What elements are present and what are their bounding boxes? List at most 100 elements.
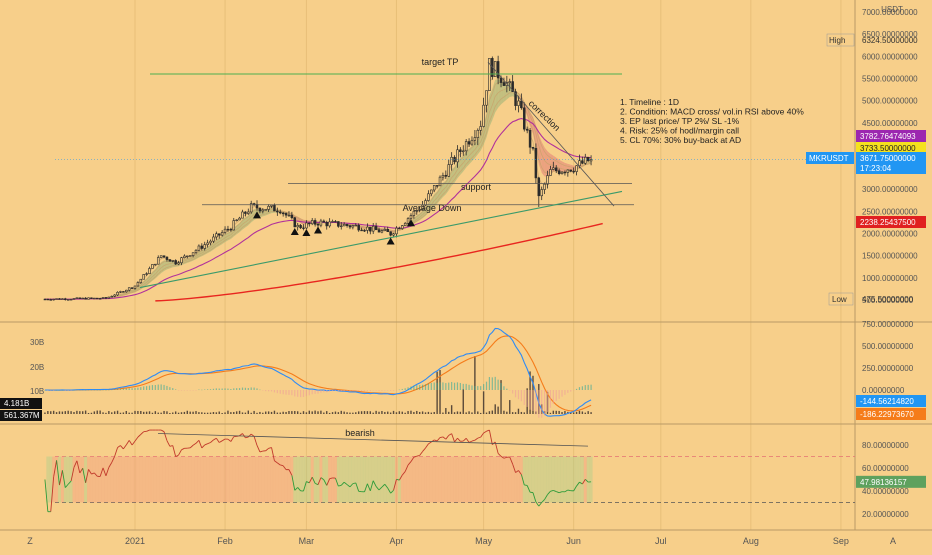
candle-18: [96, 298, 98, 299]
auto-scale-button[interactable]: A: [890, 536, 896, 546]
macd-hist-bar: [256, 388, 257, 390]
volume-bar: [169, 413, 170, 414]
rsi-line-segment: [568, 490, 571, 491]
volume-bar: [256, 413, 257, 414]
volume-bar: [111, 412, 112, 414]
macd-hist-bar: [73, 390, 74, 391]
volume-bar: [338, 412, 339, 414]
rsi-band-fill: [325, 457, 328, 503]
rsi-band-fill: [253, 457, 256, 503]
volume-bar: [364, 411, 365, 414]
macd-hist-bar: [155, 385, 156, 390]
volume-bar: [230, 412, 231, 414]
macd-hist-bar: [283, 390, 284, 394]
rsi-band-fill: [104, 457, 107, 503]
volume-bar: [207, 413, 208, 414]
macd-hist-bar: [422, 385, 423, 390]
rsi-band-fill: [578, 457, 581, 503]
macd-hist-bar: [70, 390, 71, 391]
candle-13: [82, 298, 84, 299]
zoom-left-button[interactable]: Z: [27, 536, 33, 546]
volume-bar: [297, 411, 298, 414]
volume-bar: [99, 411, 100, 414]
volume-bar: [428, 412, 429, 414]
macd-hist-bar: [512, 390, 513, 394]
rsi-band-fill: [485, 457, 488, 503]
macd-hist-bar: [161, 384, 162, 390]
volume-bar: [471, 412, 472, 414]
volume-bar: [120, 413, 121, 414]
macd-hist-bar: [233, 388, 234, 390]
volume-bar: [367, 411, 368, 414]
volume-bar: [434, 412, 435, 414]
macd-hist-bar: [541, 390, 542, 418]
volume-bar: [495, 404, 496, 414]
volume-tick-2: 10B: [30, 387, 44, 396]
macd-hist-bar: [274, 390, 275, 392]
volume-tick-0: 30B: [30, 338, 44, 347]
rsi-band-fill: [125, 457, 128, 503]
macd-hist-bar: [561, 390, 562, 397]
volume-bar: [393, 411, 394, 414]
rsi-band-fill: [468, 457, 471, 503]
macd-hist-bar: [187, 390, 188, 391]
support-label: support: [461, 182, 492, 192]
rsi-band-fill: [136, 457, 139, 503]
macd-hist-bar: [224, 388, 225, 390]
macd-hist-bar: [445, 383, 446, 390]
volume-bar: [181, 412, 182, 414]
macd-hist-bar: [291, 390, 292, 395]
candle-27: [122, 291, 124, 292]
volume-bar: [239, 411, 240, 414]
rsi-band-fill: [587, 457, 590, 503]
ma-purple-value: 3782.76474093: [860, 132, 916, 141]
volume-bar: [521, 412, 522, 414]
rsi-band-fill: [433, 457, 436, 503]
rsi-band-fill: [180, 457, 183, 503]
time-label-5: Jun: [566, 536, 581, 546]
macd-hist-bar: [370, 390, 371, 391]
volume-bar: [550, 413, 551, 414]
time-label-4: May: [475, 536, 493, 546]
volume-bar: [277, 413, 278, 414]
volume-bar: [219, 412, 220, 414]
macd-hist-bar: [439, 382, 440, 390]
time-label-2: Mar: [299, 536, 315, 546]
rsi-band-fill: [128, 457, 131, 503]
macd-hist-bar: [451, 382, 452, 390]
candle-43: [169, 259, 171, 261]
macd-hist-bar: [474, 386, 475, 390]
macd-hist-bar: [425, 384, 426, 390]
macd-hist-bar: [468, 385, 469, 390]
ribbon-segment: [559, 160, 562, 172]
macd-hist-bar: [338, 390, 339, 391]
time-label-0: 2021: [125, 536, 145, 546]
candle-76: [265, 209, 267, 210]
volume-bar: [143, 412, 144, 414]
volume-bar: [375, 411, 376, 414]
average-down-label: Average Down: [403, 203, 462, 213]
volume-bar: [271, 412, 272, 414]
volume-bar: [378, 412, 379, 414]
rsi-band-fill: [383, 457, 386, 503]
macd-hist-bar: [59, 390, 60, 391]
rsi-tick-3: 20.00000000: [862, 510, 909, 519]
candle-15: [88, 297, 90, 299]
volume-bar: [187, 411, 188, 414]
volume-bar: [402, 412, 403, 414]
rsi-value: 47.98136157: [860, 478, 907, 487]
volume-bar: [573, 412, 574, 414]
time-label-7: Aug: [743, 536, 759, 546]
high-label: High: [829, 36, 845, 45]
macd-hist-bar: [129, 388, 130, 390]
volume-bar: [445, 408, 446, 414]
rsi-band-fill: [441, 457, 444, 503]
macd-hist-bar: [265, 390, 266, 391]
volume-bar: [76, 411, 77, 414]
volume-bar: [303, 411, 304, 414]
volume-bar: [468, 411, 469, 414]
price-tick-5: 4500.00000000: [862, 119, 918, 128]
volume-bar: [94, 411, 95, 414]
